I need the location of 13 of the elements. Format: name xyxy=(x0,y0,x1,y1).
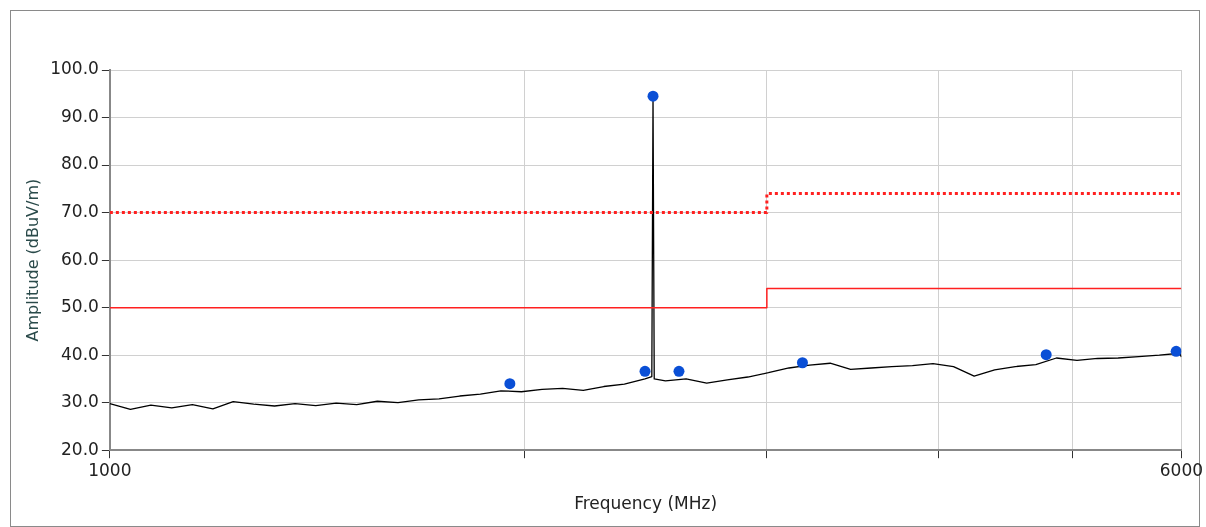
y-tick-label: 70.0 xyxy=(61,201,99,221)
x-axis-title: Frequency (MHz) xyxy=(574,493,718,514)
x-tick-label: 1000 xyxy=(88,459,132,480)
y-tick-label: 90.0 xyxy=(61,105,99,126)
y-tick-label: 60.0 xyxy=(61,248,99,269)
y-tick-label: 20.0 xyxy=(61,438,99,459)
y-axis-title: Amplitude (dBuV/m) xyxy=(22,178,42,342)
y-tick-label: 40.0 xyxy=(61,343,99,364)
y-tick-label: 100.0 xyxy=(50,58,99,79)
y-tick-label: 80.0 xyxy=(61,153,99,174)
y-tick-label: 30.0 xyxy=(61,391,99,412)
x-tick-label: 6000 xyxy=(1159,459,1203,480)
y-tick-label: 50.0 xyxy=(61,296,99,317)
